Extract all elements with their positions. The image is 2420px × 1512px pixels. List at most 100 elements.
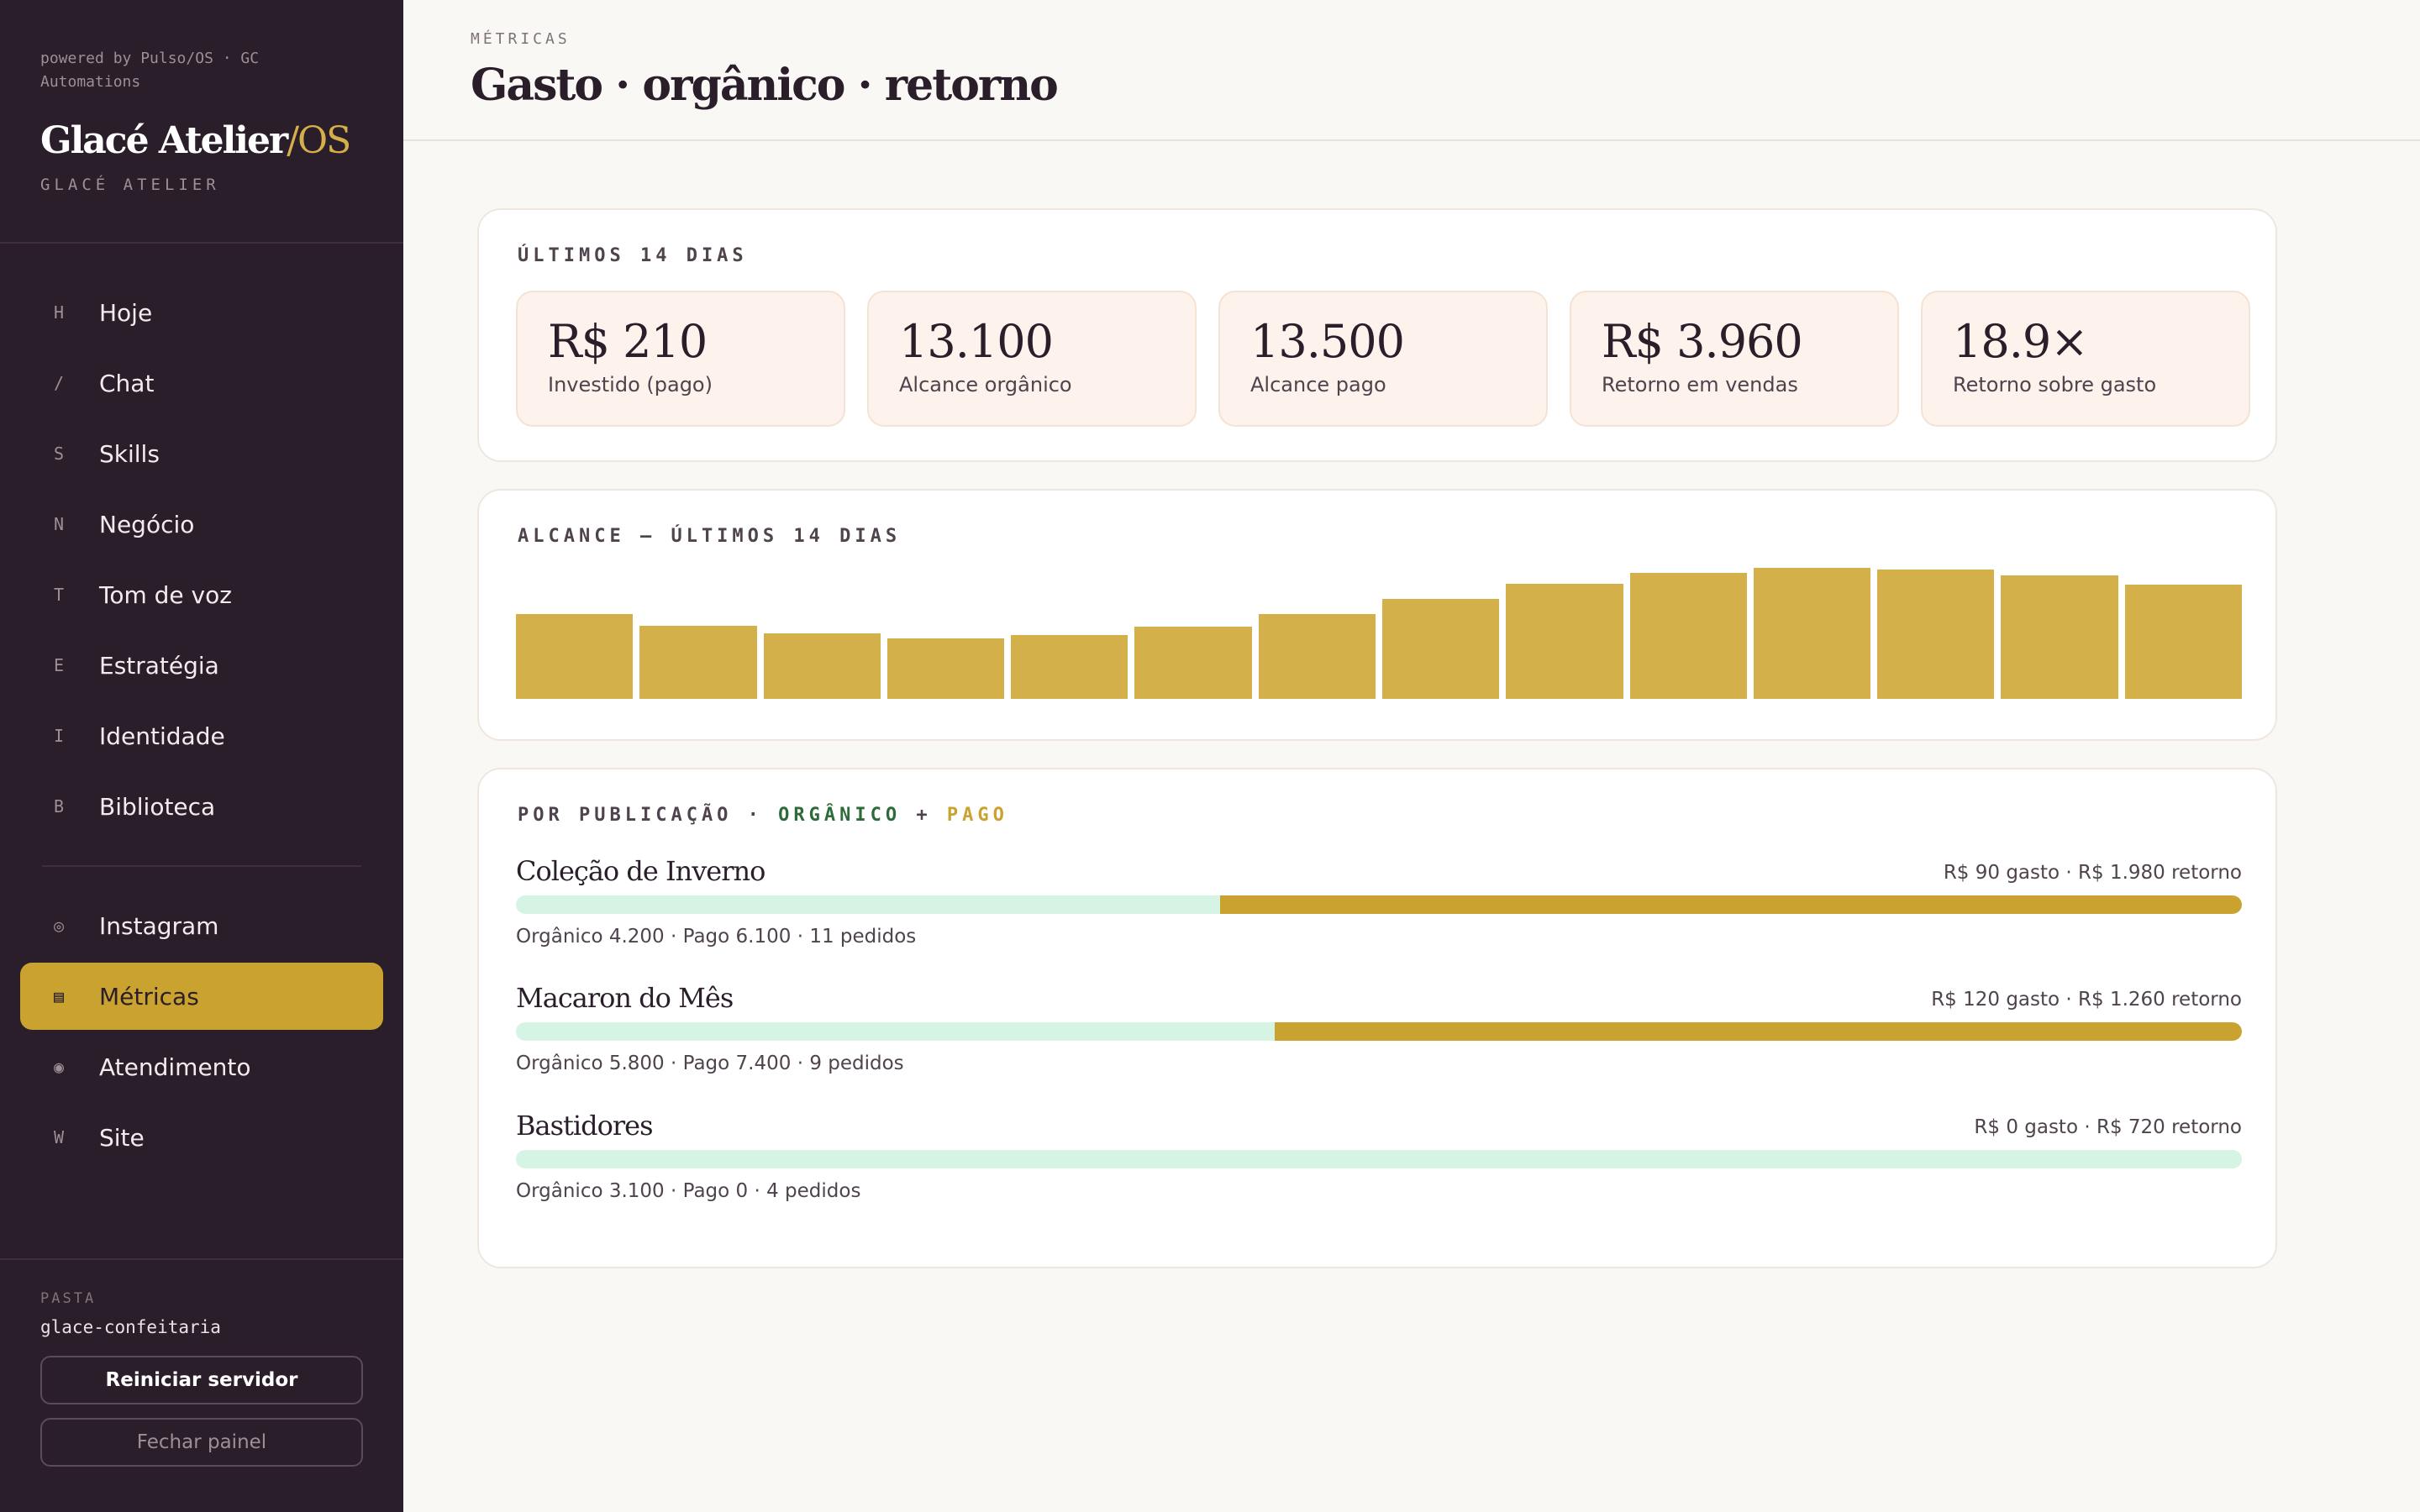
nav-divider bbox=[42, 865, 361, 867]
reach-bar-day-4 bbox=[886, 638, 1005, 699]
restart-server-button[interactable]: Reiniciar servidor bbox=[40, 1356, 363, 1404]
reach-bar-chart bbox=[516, 568, 2242, 699]
reach-bar-day-1 bbox=[516, 613, 634, 699]
shortcut-key: E bbox=[54, 655, 65, 675]
publication-name: Bastidores bbox=[516, 1110, 654, 1142]
sidebar-item-negocio[interactable]: N Negócio bbox=[20, 491, 383, 558]
kpi-value: 13.100 bbox=[899, 315, 1054, 368]
instagram-icon: ◎ bbox=[54, 916, 65, 936]
close-panel-button[interactable]: Fechar painel bbox=[40, 1418, 363, 1467]
reach-bar-day-12 bbox=[1877, 569, 1995, 699]
kpi-sales-return: R$ 3.960 Retorno em vendas bbox=[1570, 291, 1899, 427]
publication-stats: Orgânico 5.800 · Pago 7.400 · 9 pedidos bbox=[516, 1053, 904, 1074]
reach-bar-day-14 bbox=[2124, 585, 2242, 699]
sidebar-nav: H Hoje / Chat S Skills N Negócio T Tom de voz… bbox=[0, 244, 403, 1171]
reach-bar-day-6 bbox=[1134, 627, 1252, 699]
sidebar-item-label: Biblioteca bbox=[99, 792, 216, 821]
sidebar-item-chat[interactable]: / Chat bbox=[20, 349, 383, 417]
pasta-value: glace-confeitaria bbox=[40, 1317, 221, 1337]
paid-segment bbox=[1219, 895, 2242, 914]
publications-card: POR PUBLICAÇÃO · ORGÂNICO + PAGO Coleção… bbox=[477, 768, 2277, 1268]
shortcut-key: B bbox=[54, 796, 65, 816]
sidebar-footer: PASTA glace-confeitaria Reiniciar servid… bbox=[0, 1258, 403, 1512]
summary-card-title: ÚLTIMOS 14 DIAS bbox=[518, 245, 748, 266]
paid-segment bbox=[1274, 1022, 2242, 1041]
publication-name: Coleção de Inverno bbox=[516, 855, 765, 887]
sidebar-item-identidade[interactable]: I Identidade bbox=[20, 702, 383, 769]
reach-bar-day-7 bbox=[1258, 613, 1376, 699]
shortcut-key: W bbox=[54, 1127, 65, 1147]
sidebar-item-label: Atendimento bbox=[99, 1053, 251, 1081]
sidebar-item-skills[interactable]: S Skills bbox=[20, 420, 383, 487]
shortcut-key: N bbox=[54, 514, 65, 534]
sidebar-item-label: Identidade bbox=[99, 722, 225, 750]
sidebar-item-metricas[interactable]: ▤ Métricas bbox=[20, 963, 383, 1030]
publication-money: R$ 0 gasto · R$ 720 retorno bbox=[1974, 1116, 2242, 1138]
sidebar-item-hoje[interactable]: H Hoje bbox=[20, 279, 383, 346]
sidebar-item-label: Tom de voz bbox=[99, 580, 232, 609]
kpi-invested: R$ 210 Investido (pago) bbox=[516, 291, 845, 427]
reach-split-bar bbox=[516, 1150, 2242, 1168]
sidebar-item-biblioteca[interactable]: B Biblioteca bbox=[20, 773, 383, 840]
reach-bar-day-11 bbox=[1753, 568, 1871, 699]
title-prefix: POR PUBLICAÇÃO · bbox=[518, 805, 779, 826]
sidebar-item-label: Hoje bbox=[99, 298, 153, 327]
sidebar-item-instagram[interactable]: ◎ Instagram bbox=[20, 892, 383, 959]
reach-bar-day-3 bbox=[763, 633, 881, 699]
page-eyebrow: MÉTRICAS bbox=[471, 30, 571, 48]
sidebar-item-label: Estratégia bbox=[99, 651, 219, 680]
kpi-paid-reach: 13.500 Alcance pago bbox=[1218, 291, 1548, 427]
atendimento-icon: ◉ bbox=[54, 1057, 65, 1077]
sidebar-item-label: Site bbox=[99, 1123, 145, 1152]
sidebar-item-atendimento[interactable]: ◉ Atendimento bbox=[20, 1033, 383, 1100]
brand-block: powered by Pulso/OS · GC Automations Gla… bbox=[0, 0, 403, 244]
reach-chart-title: ALCANCE — ÚLTIMOS 14 DIAS bbox=[518, 526, 902, 547]
sidebar-item-site[interactable]: W Site bbox=[20, 1104, 383, 1171]
shortcut-key: T bbox=[54, 585, 65, 605]
kpi-value: R$ 210 bbox=[548, 315, 708, 368]
sidebar: powered by Pulso/OS · GC Automations Gla… bbox=[0, 0, 403, 1512]
legend-organic: ORGÂNICO bbox=[778, 805, 902, 826]
sidebar-item-label: Instagram bbox=[99, 911, 219, 940]
powered-by-text: powered by Pulso/OS · GC Automations bbox=[40, 50, 260, 91]
sidebar-item-label: Negócio bbox=[99, 510, 195, 538]
brand-os-suffix: /OS bbox=[287, 119, 351, 162]
sidebar-item-label: Chat bbox=[99, 369, 155, 397]
shortcut-key: H bbox=[54, 302, 65, 323]
kpi-label: Retorno sobre gasto bbox=[1953, 373, 2157, 396]
title-plus: + bbox=[901, 805, 947, 826]
summary-card: ÚLTIMOS 14 DIAS R$ 210 Investido (pago) 1… bbox=[477, 208, 2277, 462]
kpi-row: R$ 210 Investido (pago) 13.100 Alcance org… bbox=[516, 291, 2250, 427]
legend-paid: PAGO bbox=[946, 805, 1008, 826]
brand-logo: Glacé Atelier/OS bbox=[40, 119, 363, 162]
kpi-value: R$ 3.960 bbox=[1602, 315, 1803, 368]
metrics-icon: ▤ bbox=[54, 986, 65, 1006]
publication-money: R$ 90 gasto · R$ 1.980 retorno bbox=[1943, 862, 2242, 884]
publication-money: R$ 120 gasto · R$ 1.260 retorno bbox=[1931, 989, 2242, 1011]
reach-split-bar bbox=[516, 1022, 2242, 1041]
sidebar-item-label: Skills bbox=[99, 439, 160, 468]
shortcut-key: I bbox=[54, 726, 65, 746]
page-header: MÉTRICAS Gasto · orgânico · retorno bbox=[403, 0, 2420, 141]
kpi-roas: 18.9× Retorno sobre gasto bbox=[1921, 291, 2250, 427]
reach-bar-day-10 bbox=[1629, 573, 1747, 699]
reach-bar-day-2 bbox=[639, 625, 757, 699]
kpi-value: 13.500 bbox=[1250, 315, 1405, 368]
kpi-organic-reach: 13.100 Alcance orgânico bbox=[867, 291, 1197, 427]
reach-chart-card: ALCANCE — ÚLTIMOS 14 DIAS bbox=[477, 489, 2277, 741]
publications-card-title: POR PUBLICAÇÃO · ORGÂNICO + PAGO bbox=[518, 805, 1008, 826]
sidebar-item-estrategia[interactable]: E Estratégia bbox=[20, 632, 383, 699]
publication-stats: Orgânico 3.100 · Pago 0 · 4 pedidos bbox=[516, 1180, 861, 1202]
reach-bar-day-8 bbox=[1382, 599, 1500, 699]
reach-bar-day-13 bbox=[2001, 575, 2118, 699]
kpi-label: Alcance orgânico bbox=[899, 373, 1072, 396]
page-title: Gasto · orgânico · retorno bbox=[471, 60, 1059, 111]
reach-bar-day-5 bbox=[1011, 634, 1128, 699]
pasta-label: PASTA bbox=[40, 1290, 97, 1307]
main-content: MÉTRICAS Gasto · orgânico · retorno ÚLTI… bbox=[403, 0, 2420, 1512]
sidebar-item-label: Métricas bbox=[99, 982, 199, 1011]
publication-name: Macaron do Mês bbox=[516, 982, 734, 1014]
sidebar-item-tom-de-voz[interactable]: T Tom de voz bbox=[20, 561, 383, 628]
brand-name: Glacé Atelier bbox=[40, 119, 288, 162]
reach-bar-day-9 bbox=[1506, 583, 1623, 699]
